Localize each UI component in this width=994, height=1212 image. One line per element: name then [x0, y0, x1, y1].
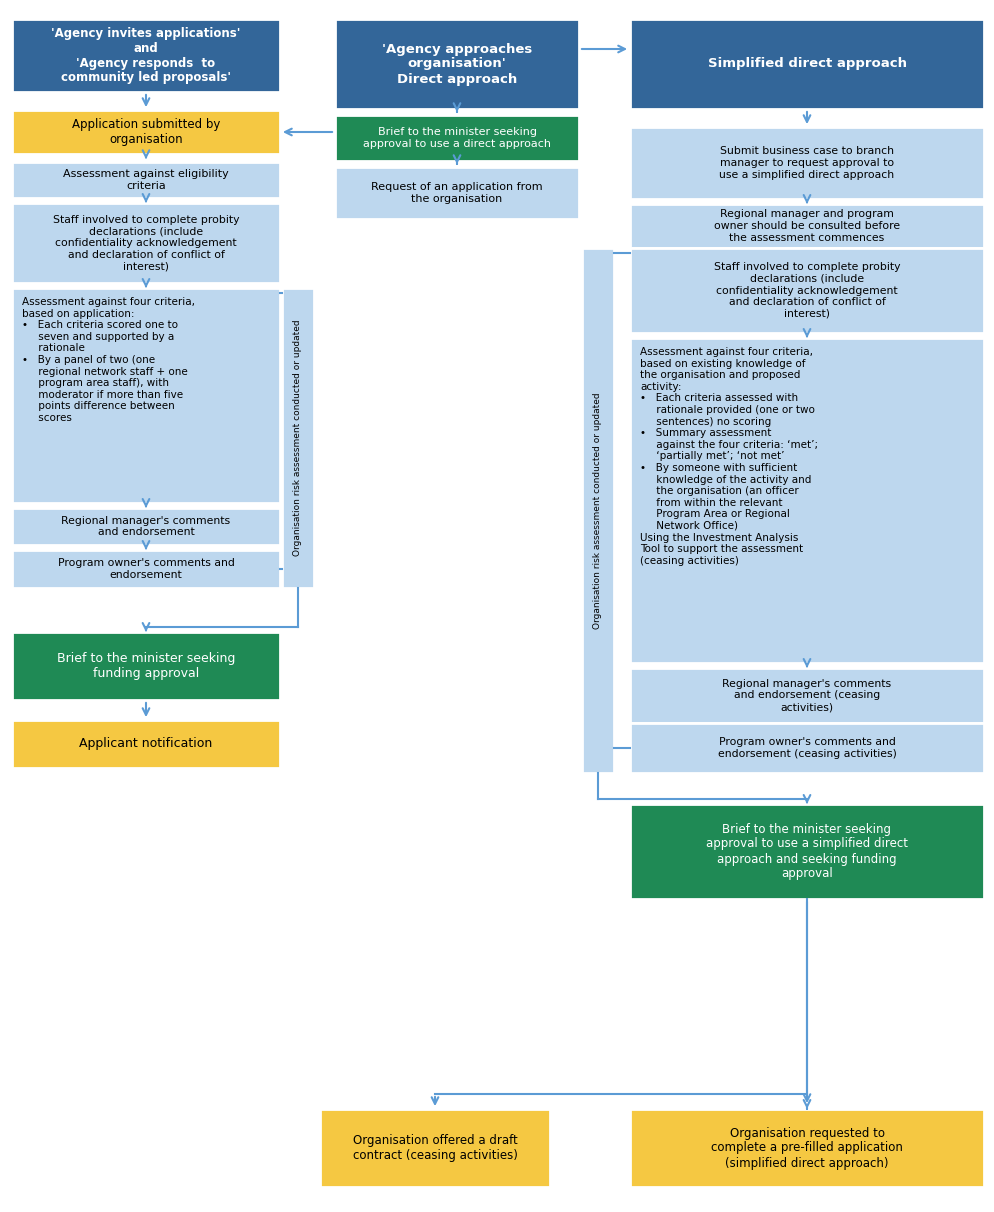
FancyBboxPatch shape — [12, 19, 280, 92]
FancyBboxPatch shape — [630, 724, 984, 773]
Text: Assessment against four criteria,
based on application:
•   Each criteria scored: Assessment against four criteria, based … — [22, 297, 195, 423]
Text: Applicant notification: Applicant notification — [80, 737, 213, 750]
FancyBboxPatch shape — [630, 204, 984, 248]
Text: Regional manager and program
owner should be consulted before
the assessment com: Regional manager and program owner shoul… — [714, 210, 900, 242]
Text: Assessment against eligibility
criteria: Assessment against eligibility criteria — [64, 170, 229, 190]
FancyBboxPatch shape — [630, 338, 984, 663]
FancyBboxPatch shape — [320, 1109, 550, 1187]
Text: Program owner's comments and
endorsement (ceasing activities): Program owner's comments and endorsement… — [718, 737, 897, 759]
Text: 'Agency approaches
organisation'
Direct approach: 'Agency approaches organisation' Direct … — [382, 42, 532, 86]
FancyBboxPatch shape — [630, 1109, 984, 1187]
FancyBboxPatch shape — [335, 19, 579, 109]
Text: Staff involved to complete probity
declarations (include
confidentiality acknowl: Staff involved to complete probity decla… — [53, 215, 240, 271]
Text: Regional manager's comments
and endorsement (ceasing
activities): Regional manager's comments and endorsem… — [723, 679, 892, 713]
FancyBboxPatch shape — [12, 720, 280, 768]
Text: Staff involved to complete probity
declarations (include
confidentiality acknowl: Staff involved to complete probity decla… — [714, 262, 901, 319]
FancyBboxPatch shape — [630, 668, 984, 724]
FancyBboxPatch shape — [12, 288, 280, 503]
FancyBboxPatch shape — [12, 110, 280, 154]
Text: Application submitted by
organisation: Application submitted by organisation — [72, 118, 221, 145]
Text: Submit business case to branch
manager to request approval to
use a simplified d: Submit business case to branch manager t… — [720, 147, 895, 179]
Text: Regional manager's comments
and endorsement: Regional manager's comments and endorsem… — [62, 515, 231, 537]
Text: Brief to the minister seeking
approval to use a direct approach: Brief to the minister seeking approval t… — [363, 127, 551, 149]
FancyBboxPatch shape — [282, 288, 314, 588]
FancyBboxPatch shape — [12, 202, 280, 282]
Text: Assessment against four criteria,
based on existing knowledge of
the organisatio: Assessment against four criteria, based … — [640, 347, 818, 566]
FancyBboxPatch shape — [582, 248, 614, 773]
FancyBboxPatch shape — [335, 167, 579, 219]
Text: Organisation risk assessment conducted or updated: Organisation risk assessment conducted o… — [593, 393, 602, 629]
FancyBboxPatch shape — [630, 19, 984, 109]
FancyBboxPatch shape — [630, 804, 984, 899]
Text: Organisation requested to
complete a pre-filled application
(simplified direct a: Organisation requested to complete a pre… — [711, 1126, 903, 1170]
FancyBboxPatch shape — [12, 631, 280, 701]
FancyBboxPatch shape — [12, 162, 280, 198]
FancyBboxPatch shape — [12, 550, 280, 588]
Text: Brief to the minister seeking
funding approval: Brief to the minister seeking funding ap… — [57, 652, 236, 680]
Text: Request of an application from
the organisation: Request of an application from the organ… — [371, 182, 543, 204]
Text: 'Agency invites applications'
and
'Agency responds  to
community led proposals': 'Agency invites applications' and 'Agenc… — [52, 27, 241, 85]
FancyBboxPatch shape — [12, 508, 280, 545]
FancyBboxPatch shape — [335, 115, 579, 161]
Text: Simplified direct approach: Simplified direct approach — [708, 57, 907, 70]
FancyBboxPatch shape — [630, 127, 984, 199]
FancyBboxPatch shape — [630, 248, 984, 333]
Text: Organisation risk assessment conducted or updated: Organisation risk assessment conducted o… — [293, 320, 302, 556]
Text: Brief to the minister seeking
approval to use a simplified direct
approach and s: Brief to the minister seeking approval t… — [706, 823, 908, 880]
Text: Program owner's comments and
endorsement: Program owner's comments and endorsement — [58, 559, 235, 579]
Text: Organisation offered a draft
contract (ceasing activities): Organisation offered a draft contract (c… — [353, 1134, 518, 1162]
